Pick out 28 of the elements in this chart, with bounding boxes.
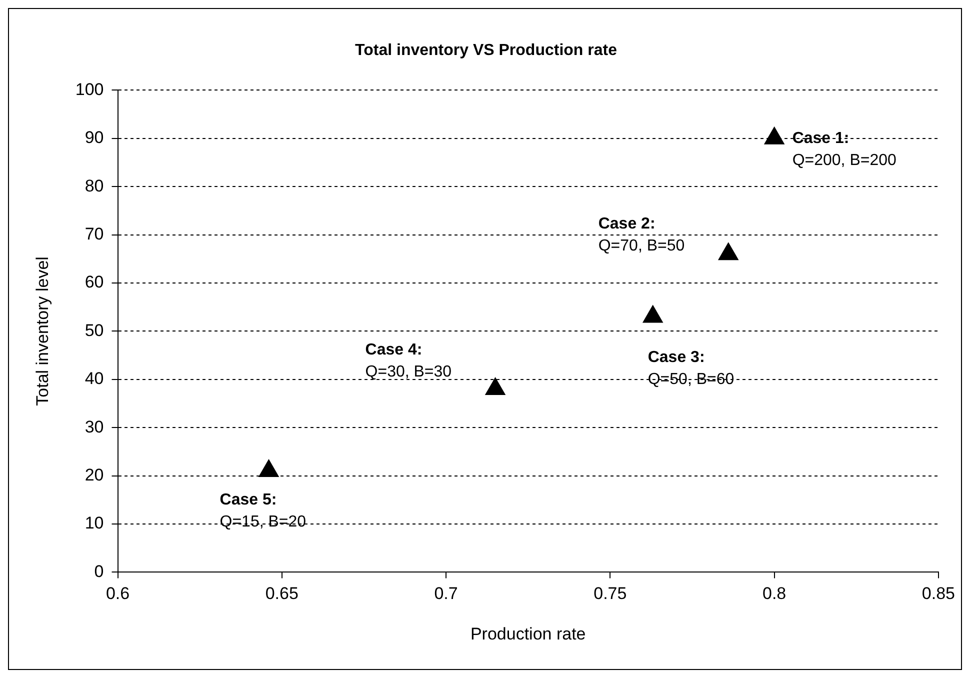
y-tick-label: 80 [84, 176, 104, 196]
point [258, 459, 279, 477]
y-tick-label: 40 [84, 369, 104, 388]
point [764, 126, 784, 144]
x-axis-title: Production rate [470, 624, 586, 644]
x-tick-label: 0.8 [762, 584, 786, 604]
point [485, 378, 506, 396]
y-tick-label: 100 [75, 80, 104, 99]
y-tick-label: 20 [84, 465, 104, 484]
y-tick-label: 90 [84, 128, 104, 148]
chart-title: Total inventory VS Production rate [355, 42, 618, 60]
x-tick-label: 0.7 [434, 584, 458, 604]
x-tick-label: 0.75 [594, 584, 627, 604]
y-tick-label: 70 [84, 224, 104, 244]
point [718, 242, 738, 260]
point [642, 305, 663, 323]
x-tick-label: 0.65 [265, 584, 298, 604]
x-tick-label: 0.6 [106, 584, 130, 604]
x-tick-label: 0.85 [922, 584, 956, 604]
y-axis-title: Total inventory level [32, 256, 52, 406]
annotation: Case 2: Q=70, B=50 [598, 215, 685, 254]
y-tick-label: 60 [84, 272, 104, 292]
y-tick-label: 10 [84, 514, 104, 533]
y-tick-label: 30 [84, 417, 104, 436]
annotation: Case 3: Q=50, B=60 [648, 349, 734, 388]
y-tick-label: 50 [84, 320, 104, 340]
annotation: Case 4: Q=30, B=30 [365, 341, 452, 380]
y-tick-label: 0 [94, 562, 104, 581]
